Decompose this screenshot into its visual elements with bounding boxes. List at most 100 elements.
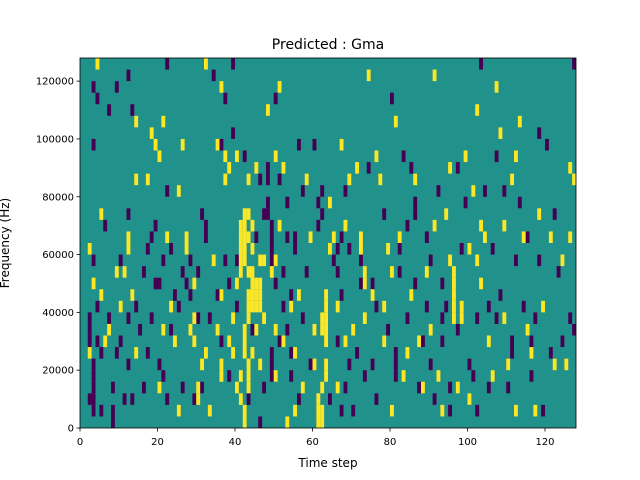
heatmap-cell-low <box>91 370 96 382</box>
heatmap-cell-low <box>343 185 348 197</box>
heatmap-cell-low <box>269 243 274 255</box>
heatmap-cell-high <box>320 312 325 324</box>
heatmap-cell-low <box>126 208 131 220</box>
heatmap-cell-low <box>277 173 282 186</box>
heatmap-cell-low <box>161 254 166 267</box>
heatmap-cell-high <box>386 243 391 255</box>
heatmap-cell-low <box>91 381 96 394</box>
heatmap-cell-high <box>541 300 546 313</box>
heatmap-cell-high <box>494 81 499 93</box>
heatmap-cell-high <box>258 254 263 267</box>
heatmap-cell-low <box>126 312 131 324</box>
heatmap-cell-low <box>293 243 298 255</box>
heatmap-cell-high <box>324 289 329 301</box>
heatmap-cell-low <box>359 277 363 290</box>
heatmap-cell-high <box>351 323 356 336</box>
heatmap-cell-high <box>355 162 360 174</box>
heatmap-cell-high <box>215 138 220 151</box>
heatmap-cell-low <box>390 92 394 105</box>
y-tick-label: 100000 <box>36 134 74 145</box>
heatmap-cell-low <box>169 243 174 255</box>
heatmap-cell-high <box>560 254 565 267</box>
heatmap-cell-high <box>324 335 329 348</box>
heatmap-cell-low <box>455 162 460 174</box>
heatmap-cell-low <box>545 138 549 151</box>
heatmap-cell-low <box>262 381 267 394</box>
heatmap-cell-high <box>324 312 329 324</box>
heatmap-cell-low <box>258 173 263 186</box>
heatmap-cell-high <box>246 370 251 382</box>
heatmap-cell-low <box>180 381 185 394</box>
heatmap-cell-high <box>238 370 243 382</box>
heatmap-cell-low <box>91 254 96 267</box>
heatmap-cell-low <box>87 323 92 336</box>
heatmap-cell-high <box>537 208 542 220</box>
heatmap-cell-high <box>316 416 321 428</box>
heatmap-cell-high <box>324 370 329 382</box>
heatmap-cell-low <box>114 347 119 359</box>
heatmap-cell-low <box>285 323 290 336</box>
heatmap-cell-low <box>300 312 305 324</box>
heatmap-cell-high <box>250 243 255 255</box>
heatmap-cell-high <box>254 277 259 290</box>
heatmap-cell-low <box>157 358 162 371</box>
heatmap-cell-high <box>382 300 387 313</box>
heatmap-cell-low <box>254 231 259 243</box>
heatmap-cell-low <box>386 323 391 336</box>
heatmap-cell-low <box>556 266 561 278</box>
heatmap-cell-high <box>246 208 251 220</box>
heatmap-cell-high <box>548 231 553 243</box>
heatmap-cell-high <box>444 208 449 220</box>
heatmap-cell-low <box>91 81 96 93</box>
heatmap-cell-high <box>250 277 255 290</box>
heatmap-cell-low <box>370 358 375 371</box>
heatmap-cell-high <box>370 289 375 301</box>
heatmap-cell-low <box>510 335 515 348</box>
heatmap-cell-high <box>184 231 189 243</box>
heatmap-cell-high <box>293 404 298 417</box>
heatmap-cell-high <box>223 173 228 186</box>
heatmap-cell-high <box>149 127 154 139</box>
heatmap-cell-low <box>157 277 162 290</box>
heatmap-cell-high <box>204 58 208 70</box>
heatmap-cell-high <box>269 266 274 278</box>
heatmap-cell-low <box>266 173 270 186</box>
heatmap-cell-low <box>537 127 542 139</box>
heatmap-cell-high <box>467 393 472 405</box>
heatmap-cell-low <box>149 231 154 243</box>
heatmap-cell-low <box>351 404 356 417</box>
heatmap-cell-high <box>273 254 278 267</box>
heatmap-cell-high <box>312 323 317 336</box>
heatmap-cell-high <box>432 219 437 232</box>
heatmap-cell-high <box>134 115 139 128</box>
heatmap-cell-high <box>401 370 406 382</box>
heatmap-cell-low <box>467 358 472 371</box>
heatmap-cell-high <box>207 404 212 417</box>
x-tick-label: 60 <box>306 437 319 448</box>
heatmap-cell-low <box>235 254 239 267</box>
heatmap-cell-high <box>184 243 189 255</box>
heatmap-cell-high <box>157 381 162 394</box>
heatmap-cell-high <box>359 243 363 255</box>
heatmap-cell-high <box>312 358 317 371</box>
heatmap-cell-high <box>393 115 398 128</box>
heatmap-cell-low <box>339 231 344 243</box>
heatmap-cell-high <box>308 231 313 243</box>
heatmap-cell-high <box>452 277 456 290</box>
heatmap-cell-high <box>258 277 263 290</box>
heatmap-cell-high <box>254 289 259 301</box>
heatmap-cell-low <box>277 335 282 348</box>
heatmap-cell-high <box>452 289 456 301</box>
heatmap-cell-high <box>196 381 201 394</box>
heatmap-cell-low <box>355 347 360 359</box>
heatmap-cell-low <box>339 404 344 417</box>
heatmap-cell-high <box>238 219 243 232</box>
heatmap-cell-low <box>366 162 371 174</box>
heatmap-cell-low <box>227 370 232 382</box>
heatmap-cell-low <box>421 335 425 348</box>
heatmap-cell-high <box>328 243 332 255</box>
y-axis: 0 20000 40000 60000 80000 100000 120000 <box>36 77 80 435</box>
heatmap-cell-low <box>568 312 573 324</box>
heatmap-cell-low <box>204 231 208 243</box>
heatmap-cell-high <box>219 358 224 371</box>
